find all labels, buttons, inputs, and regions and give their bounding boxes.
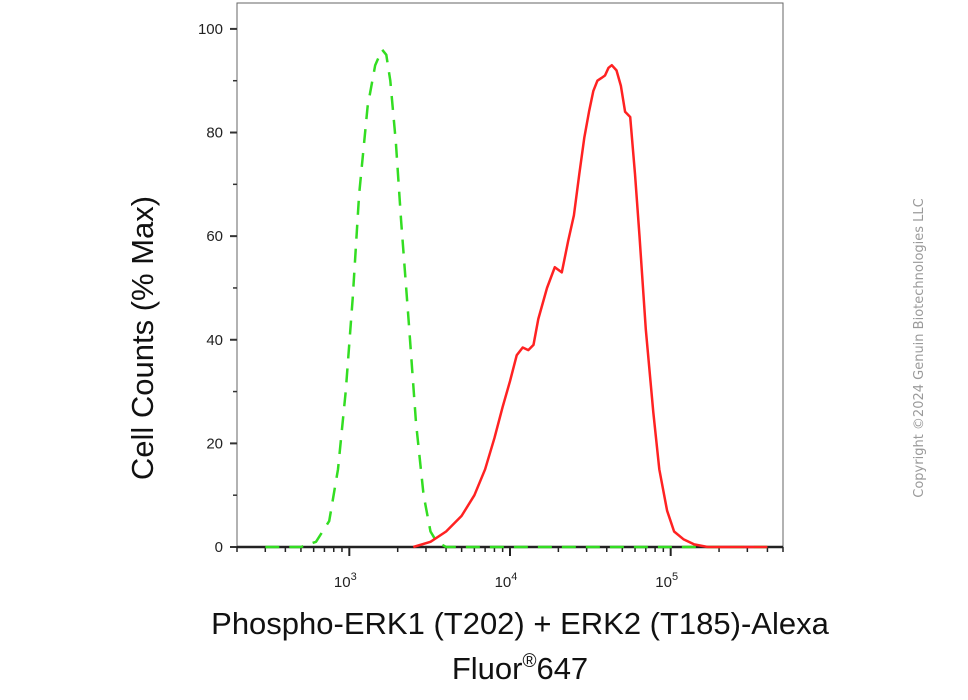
x-axis-title-registered-mark: ® bbox=[522, 651, 536, 672]
y-tick-label: 0 bbox=[215, 539, 223, 556]
x-axis-title-number: 647 bbox=[536, 651, 588, 686]
x-tick-label: 103 bbox=[334, 571, 357, 591]
y-axis: 0 20 40 60 80 100 bbox=[198, 21, 237, 556]
y-axis-title: Cell Counts (% Max) bbox=[125, 196, 160, 480]
x-axis-title-line-1: Phospho-ERK1 (T202) + ERK2 (T185)-Alexa bbox=[211, 606, 829, 641]
y-tick-label: 100 bbox=[198, 21, 223, 38]
x-tick-label: 105 bbox=[655, 571, 678, 591]
y-tick-label: 60 bbox=[206, 228, 223, 245]
series-layer bbox=[265, 48, 768, 549]
y-tick-label: 40 bbox=[206, 332, 223, 349]
x-tick-label: 104 bbox=[495, 571, 518, 591]
x-axis-title-fluor: Fluor bbox=[452, 651, 523, 686]
histogram-series-2 bbox=[412, 63, 768, 549]
copyright-watermark: Copyright ©2024 Genuin Biotechnologies L… bbox=[912, 198, 927, 497]
y-tick-label: 80 bbox=[206, 125, 223, 142]
histogram-series-1 bbox=[265, 48, 768, 549]
y-tick-label: 20 bbox=[206, 435, 223, 452]
x-axis-title-line-2: Fluor®647 bbox=[452, 651, 588, 686]
